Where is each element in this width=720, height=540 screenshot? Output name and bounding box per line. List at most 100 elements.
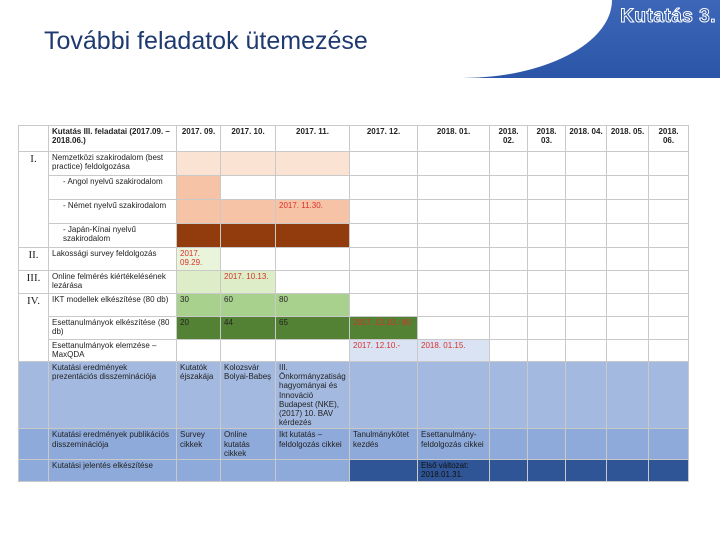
schedule-cell <box>527 223 566 248</box>
task-cell: Esettanulmányok elkészítése (80 db) <box>48 316 177 340</box>
header-month: 2018. 05. <box>606 125 649 152</box>
progress-cell: 65 <box>275 316 350 340</box>
corner-cell <box>18 125 49 152</box>
schedule-cell <box>606 223 649 248</box>
schedule-cell <box>527 428 566 460</box>
schedule-cell <box>648 316 689 340</box>
schedule-cell <box>648 458 689 482</box>
schedule-cell <box>176 223 221 248</box>
table-row: IV. IKT modellek elkészítése (80 db) 30 … <box>18 293 689 362</box>
schedule-cell <box>606 360 649 430</box>
schedule-cell <box>489 199 528 224</box>
table-row: - Japán-Kínai nyelvű szakirodalom <box>19 223 689 248</box>
schedule-cell <box>606 458 649 482</box>
schedule-cell <box>417 223 490 248</box>
schedule-cell <box>176 151 221 176</box>
schedule-cell <box>489 339 528 362</box>
schedule-cell <box>349 458 418 482</box>
header-month: 2017. 11. <box>275 125 350 152</box>
schedule-table-wrap: Kutatás III. feladatai (2017.09. – 2018.… <box>18 125 689 482</box>
schedule-cell <box>489 428 528 460</box>
schedule-cell <box>220 151 276 176</box>
schedule-cell <box>527 199 566 224</box>
schedule-cell <box>176 270 221 294</box>
event-cell: Survey cikkek <box>176 428 221 460</box>
schedule-cell <box>417 270 490 294</box>
schedule-cell <box>489 293 528 317</box>
schedule-cell <box>489 247 528 271</box>
deadline-cell: 2017. 12.10.: 80 <box>349 316 418 340</box>
task-cell: - Angol nyelvű szakirodalom <box>48 175 177 200</box>
schedule-cell <box>527 270 566 294</box>
schedule-cell <box>565 293 607 317</box>
schedule-cell <box>489 175 528 200</box>
schedule-cell <box>489 270 528 294</box>
schedule-cell <box>349 247 418 271</box>
header-month: 2018. 01. <box>417 125 490 152</box>
header-month: 2017. 12. <box>349 125 418 152</box>
slide-tag: Kutatás 3. <box>620 6 716 28</box>
schedule-cell <box>648 360 689 430</box>
event-cell: Első változat: 2018.01.31. <box>417 458 490 482</box>
table-row: - Angol nyelvű szakirodalom <box>19 175 689 200</box>
task-cell: Online felmérés kiértékelésének lezárása <box>48 270 177 294</box>
table-row: Kutatási jelentés elkészítése Első válto… <box>18 458 689 482</box>
schedule-cell <box>527 360 566 430</box>
event-cell: Ikt kutatás – feldolgozás cikkei <box>275 428 350 460</box>
event-cell: Kolozsvár Bolyai-Babeș <box>220 360 276 430</box>
schedule-cell <box>648 247 689 271</box>
schedule-cell <box>417 199 490 224</box>
progress-cell: 80 <box>275 293 350 317</box>
header-month: 2018. 04. <box>565 125 607 152</box>
schedule-cell <box>275 175 350 200</box>
group-label: III. <box>18 270 49 294</box>
schedule-cell <box>220 199 276 224</box>
task-cell: Esettanulmányok elemzése – MaxQDA <box>48 339 177 362</box>
schedule-cell <box>606 293 649 317</box>
schedule-cell <box>606 316 649 340</box>
schedule-cell <box>349 199 418 224</box>
task-cell: Nemzetközi szakirodalom (best practice) … <box>48 151 177 176</box>
schedule-cell <box>606 151 649 176</box>
table-row: - Német nyelvű szakirodalom 2017. 11.30. <box>19 199 689 224</box>
schedule-cell <box>606 175 649 200</box>
schedule-cell <box>176 339 221 362</box>
group-label <box>18 360 49 430</box>
schedule-cell <box>648 339 689 362</box>
task-cell: Lakossági survey feldolgozás <box>48 247 177 271</box>
event-cell: Kutatók éjszakája <box>176 360 221 430</box>
schedule-table: Kutatás III. feladatai (2017.09. – 2018.… <box>18 125 689 482</box>
schedule-cell <box>176 175 221 200</box>
schedule-cell <box>417 316 490 340</box>
schedule-cell <box>527 316 566 340</box>
deadline-cell: 2017. 10.13. <box>220 270 276 294</box>
group-label: IV. <box>18 293 49 362</box>
schedule-cell <box>648 151 689 176</box>
schedule-cell <box>648 175 689 200</box>
table-row: Kutatási eredmények publikációs disszemi… <box>18 428 689 460</box>
schedule-cell <box>648 270 689 294</box>
schedule-cell <box>275 270 350 294</box>
schedule-cell <box>275 151 350 176</box>
schedule-cell <box>349 270 418 294</box>
schedule-cell <box>565 360 607 430</box>
schedule-cell <box>176 199 221 224</box>
task-cell: Kutatási eredmények publikációs disszemi… <box>48 428 177 460</box>
schedule-cell <box>220 223 276 248</box>
schedule-cell <box>648 428 689 460</box>
progress-cell: 60 <box>220 293 276 317</box>
schedule-cell <box>565 339 607 362</box>
table-row: II. Lakossági survey feldolgozás 2017. 0… <box>18 247 689 271</box>
header-month: 2018. 02. <box>489 125 528 152</box>
schedule-cell <box>489 458 528 482</box>
header-task: Kutatás III. feladatai (2017.09. – 2018.… <box>48 125 177 152</box>
schedule-cell <box>417 293 490 317</box>
schedule-cell <box>606 270 649 294</box>
schedule-cell <box>349 223 418 248</box>
schedule-cell <box>648 199 689 224</box>
deadline-cell: 2018. 01.15. <box>417 339 490 362</box>
event-cell: III. Önkormányzatiság hagyományai és Inn… <box>275 360 350 430</box>
schedule-cell <box>417 151 490 176</box>
schedule-cell <box>565 223 607 248</box>
schedule-cell <box>565 199 607 224</box>
